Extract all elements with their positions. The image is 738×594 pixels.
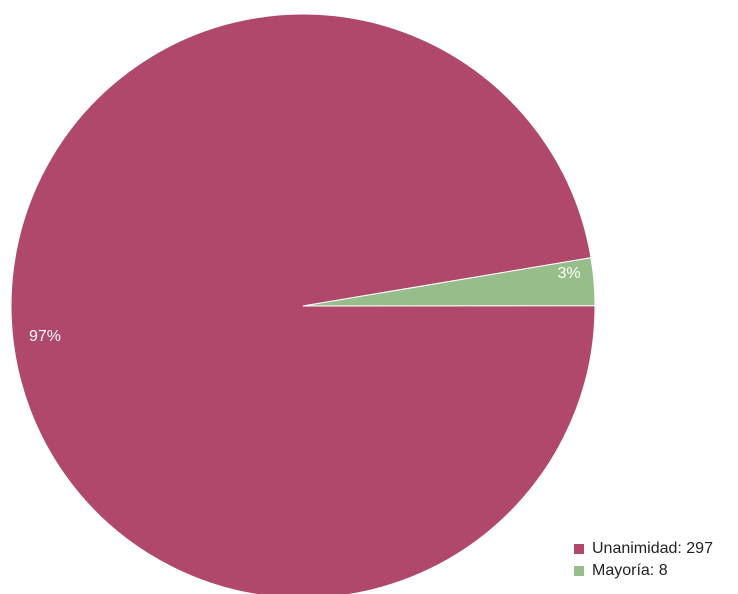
pie-slice-unanimidad[interactable] xyxy=(10,13,596,594)
pie-label-unanimidad: 97% xyxy=(29,328,61,345)
legend: Unanimidad: 297 Mayoría: 8 xyxy=(574,538,713,582)
legend-swatch-unanimidad xyxy=(574,544,584,554)
legend-label-unanimidad: Unanimidad: 297 xyxy=(592,540,713,557)
legend-label-mayoria: Mayoría: 8 xyxy=(592,562,668,579)
legend-item-mayoria[interactable]: Mayoría: 8 xyxy=(574,560,713,582)
pie-slice-mayoria[interactable] xyxy=(302,257,596,307)
legend-swatch-mayoria xyxy=(574,566,584,576)
pie-labels: 97% 3% xyxy=(29,265,581,345)
pie-label-mayoria: 3% xyxy=(557,265,580,282)
pie-slices xyxy=(10,13,596,594)
legend-item-unanimidad[interactable]: Unanimidad: 297 xyxy=(574,538,713,560)
